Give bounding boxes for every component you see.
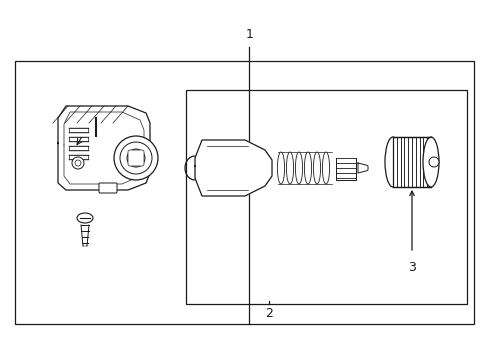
Circle shape: [114, 136, 158, 180]
Text: 2: 2: [264, 307, 272, 320]
Circle shape: [75, 160, 81, 166]
Circle shape: [127, 149, 145, 167]
Bar: [15, 61, 473, 324]
Circle shape: [120, 142, 152, 174]
FancyBboxPatch shape: [128, 150, 143, 166]
Ellipse shape: [384, 137, 400, 187]
Circle shape: [428, 157, 438, 167]
Ellipse shape: [277, 152, 284, 184]
Ellipse shape: [295, 152, 302, 184]
Text: 1: 1: [245, 28, 253, 41]
Polygon shape: [195, 140, 271, 196]
FancyBboxPatch shape: [99, 183, 117, 193]
Ellipse shape: [313, 152, 320, 184]
Ellipse shape: [322, 152, 329, 184]
Circle shape: [72, 157, 84, 169]
Bar: [392, 137, 430, 187]
Ellipse shape: [422, 137, 438, 187]
Text: 3: 3: [407, 261, 415, 274]
Bar: [69, 128, 88, 132]
Ellipse shape: [304, 152, 311, 184]
Bar: [69, 155, 88, 159]
Ellipse shape: [286, 152, 293, 184]
Polygon shape: [58, 106, 150, 190]
Bar: [69, 137, 88, 141]
Bar: [185, 90, 466, 304]
Polygon shape: [357, 163, 367, 173]
Bar: [69, 146, 88, 150]
Ellipse shape: [77, 213, 93, 223]
